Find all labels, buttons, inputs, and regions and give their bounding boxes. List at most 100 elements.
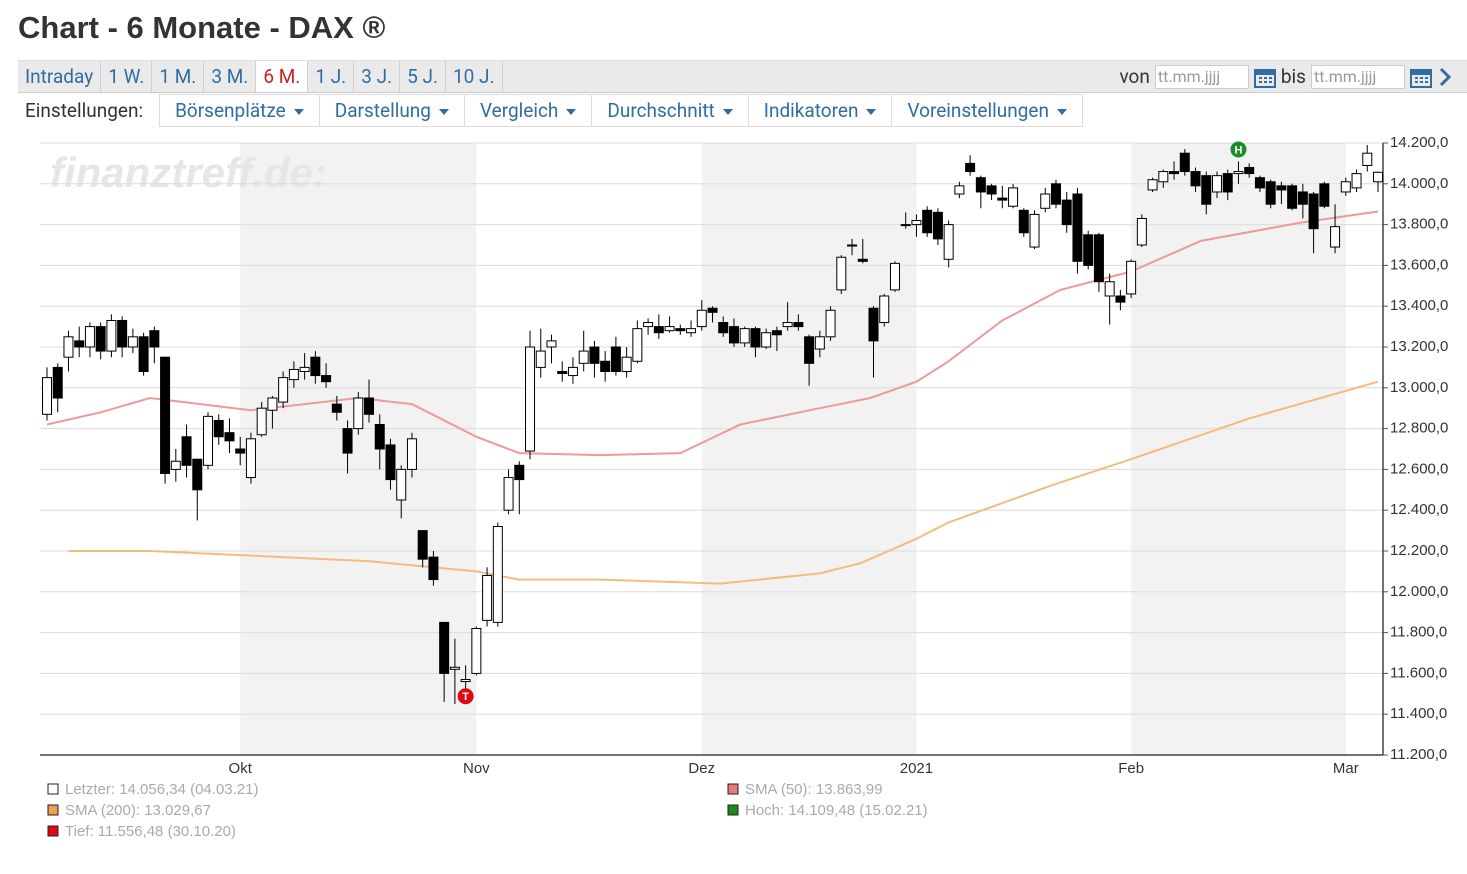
from-input[interactable]: tt.mm.jjjj	[1154, 64, 1249, 89]
candle-body	[1308, 193, 1319, 230]
period-tabs: Intraday 1 W. 1 M. 3 M. 6 M. 1 J. 3 J. 5 J. 10 J…	[18, 61, 503, 92]
candle-body	[922, 209, 933, 234]
candle-body	[1276, 185, 1287, 191]
candle-body	[1050, 183, 1061, 205]
period-tab[interactable]: 1 J.	[308, 61, 355, 92]
period-tab[interactable]: 5 J.	[400, 61, 446, 92]
marker-label: T	[462, 691, 469, 703]
y-tick-label: 12.400,0	[1390, 501, 1448, 518]
candle-body	[374, 424, 385, 450]
candle-body	[1008, 187, 1019, 207]
candle-body	[449, 666, 460, 670]
y-tick-label: 13.000,0	[1390, 379, 1448, 396]
settings-menu[interactable]: Voreinstellungen	[892, 94, 1083, 127]
calendar-icon[interactable]	[1410, 66, 1432, 88]
candle-body	[707, 307, 718, 313]
candle-body	[84, 326, 95, 348]
candle-body	[1040, 193, 1051, 209]
candle-body	[417, 530, 428, 560]
candle-body	[385, 444, 396, 481]
period-tab[interactable]: 1 W.	[101, 61, 153, 92]
candle-body	[1158, 171, 1169, 183]
candle-body	[1018, 209, 1029, 234]
candle-body	[203, 415, 214, 466]
candle-body	[889, 262, 900, 291]
settings-bar: Einstellungen: Börsenplätze Darstellung Ve…	[18, 94, 1083, 127]
moving-average-line	[46, 210, 1379, 457]
candle-body	[1351, 173, 1362, 189]
period-tab[interactable]: 1 M.	[152, 61, 205, 92]
to-input[interactable]: tt.mm.jjjj	[1311, 64, 1405, 89]
candle-body	[825, 309, 836, 338]
settings-menu[interactable]: Durchschnitt	[592, 94, 749, 127]
candle-body	[1373, 171, 1383, 183]
candle-body	[1136, 217, 1147, 246]
page-title: Chart - 6 Monate - DAX ®	[18, 10, 386, 45]
candle-body	[943, 224, 954, 260]
candle-body	[1072, 193, 1083, 262]
settings-menu[interactable]: Darstellung	[319, 94, 465, 127]
period-tab[interactable]: Intraday	[18, 61, 102, 92]
candle-body	[428, 556, 439, 581]
legend-text: Letzter: 14.056,34 (04.03.21)	[65, 781, 258, 798]
settings-menu[interactable]: Vergleich	[464, 94, 593, 127]
candle-body	[267, 397, 278, 411]
candle-body	[793, 322, 804, 328]
x-tick-label: Mar	[1333, 760, 1359, 777]
x-tick-label: Okt	[229, 760, 253, 777]
period-tab[interactable]: 6 M.	[256, 61, 309, 92]
legend-swatch	[727, 783, 739, 795]
period-bar: Intraday 1 W. 1 M. 3 M. 6 M. 1 J. 3 J. 5 J. 10 J…	[18, 60, 1467, 93]
candle-body	[213, 419, 224, 438]
candle-body	[782, 322, 793, 328]
candle-body	[771, 330, 782, 336]
candle-body	[256, 407, 267, 436]
candle-body	[278, 377, 289, 403]
submit-arrow[interactable]	[1437, 66, 1453, 88]
candle-body	[954, 185, 965, 195]
candle-body	[106, 319, 117, 352]
x-tick-label: Feb	[1118, 760, 1144, 777]
candle-body	[1297, 191, 1308, 205]
legend-text: SMA (50): 13.863,99	[745, 781, 883, 798]
legend-swatch	[47, 825, 59, 837]
candle-body	[610, 346, 621, 372]
candle-body	[857, 258, 868, 262]
settings-menu[interactable]: Indikatoren	[748, 94, 893, 127]
marker-label: H	[1234, 144, 1242, 156]
period-tab[interactable]: 3 J.	[354, 61, 401, 92]
period-tab[interactable]: 3 M.	[204, 61, 257, 92]
y-tick-label: 11.200,0	[1390, 746, 1447, 763]
candle-body	[589, 346, 600, 364]
candle-body	[868, 307, 879, 342]
period-tab[interactable]: 10 J.	[446, 61, 503, 92]
candle-body	[1287, 185, 1298, 209]
candle-body	[911, 220, 922, 226]
x-tick-label: 2021	[900, 760, 933, 777]
candle-body	[975, 177, 986, 193]
candle-body	[1201, 175, 1212, 205]
y-tick-label: 11.400,0	[1390, 705, 1447, 722]
candle-body	[1190, 171, 1201, 187]
candle-body	[525, 346, 536, 452]
candle-body	[932, 211, 943, 240]
y-tick-label: 12.600,0	[1390, 460, 1448, 477]
candle-body	[718, 322, 729, 334]
y-tick-label: 11.600,0	[1390, 664, 1447, 681]
x-tick-label: Dez	[688, 760, 715, 777]
settings-menu[interactable]: Börsenplätze	[160, 94, 320, 127]
candle-body	[997, 197, 1008, 201]
candle-body	[149, 330, 160, 348]
candle-body	[63, 336, 74, 358]
y-tick-label: 13.400,0	[1390, 297, 1448, 314]
candle-body	[1093, 234, 1104, 283]
extreme-marker	[1230, 141, 1247, 158]
settings-label: Einstellungen:	[18, 94, 161, 127]
candle-body	[331, 403, 342, 413]
candle-body	[1244, 166, 1255, 175]
candle-body	[170, 460, 181, 470]
month-band	[1131, 143, 1346, 755]
calendar-icon[interactable]	[1253, 66, 1276, 88]
legend-swatch	[47, 804, 59, 816]
candle-body	[492, 526, 503, 623]
